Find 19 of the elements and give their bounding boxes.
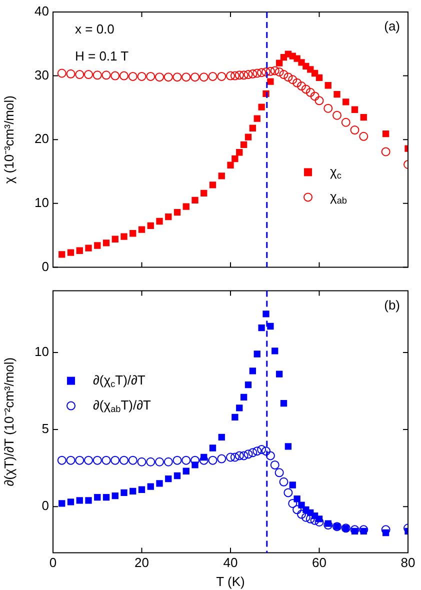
y-tick-label: 0 bbox=[42, 498, 49, 514]
x-tick-label: 20 bbox=[134, 555, 149, 570]
annotation: (a) bbox=[384, 18, 400, 34]
x-tick-label: 80 bbox=[400, 555, 416, 570]
y-tick-label: 20 bbox=[34, 131, 49, 146]
y-tick-label: 30 bbox=[34, 67, 49, 82]
x-tick-label: 40 bbox=[223, 555, 238, 570]
x-axis-title: T (K) bbox=[216, 574, 245, 589]
x-tick-label: 60 bbox=[312, 555, 326, 570]
annotation: x = 0.0 bbox=[75, 22, 114, 37]
annotation: (b) bbox=[384, 297, 400, 312]
y-tick-label: 10 bbox=[34, 344, 49, 360]
y-tick-label: 40 bbox=[34, 4, 49, 19]
y-tick-label: 0 bbox=[42, 258, 49, 274]
y-tick-label: 5 bbox=[42, 421, 49, 436]
y-axis-title: ∂(χT)/∂T (10⁻²cm³/mol) bbox=[1, 357, 16, 486]
annotation: H = 0.1 T bbox=[75, 48, 129, 64]
y-tick-label: 10 bbox=[34, 194, 49, 210]
y-axis-title: χ (10⁻³cm³/mol) bbox=[1, 96, 16, 184]
